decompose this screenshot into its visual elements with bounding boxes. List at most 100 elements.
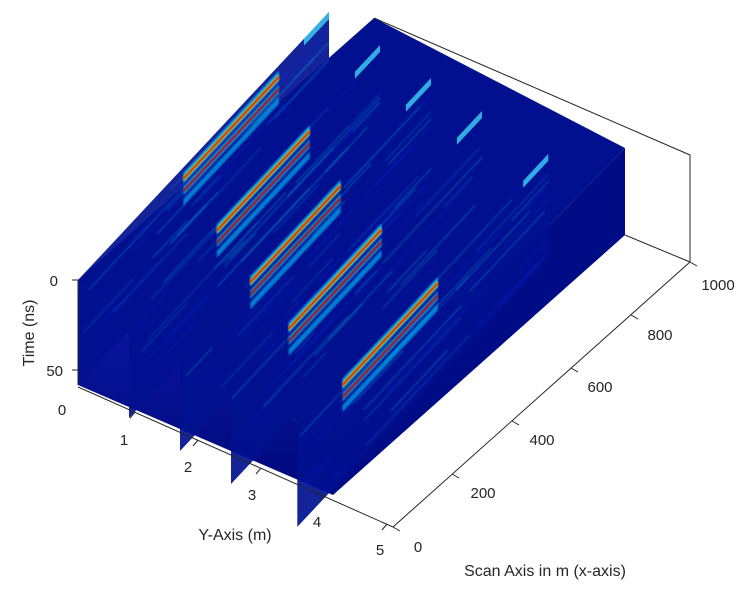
slice-2-streak-8: [344, 93, 431, 188]
slice-4-streak-14: [404, 305, 434, 337]
slice-1-streak-14: [224, 232, 256, 268]
z-tick-0: 0: [50, 273, 58, 290]
x-tick-600: 600: [587, 379, 612, 396]
slice-1-streak-10: [273, 183, 320, 234]
slice-2-streak-2: [220, 331, 274, 389]
y-tick-0: 0: [58, 402, 66, 419]
slice-0-streak-9: [152, 220, 188, 259]
slice-2-streak-12: [273, 298, 302, 330]
slice-4-streak-22: [297, 464, 348, 519]
slice-0-streak-13: [128, 175, 192, 244]
slice-3-streak-7: [400, 204, 476, 286]
slice-0-streak-8: [300, 32, 329, 64]
z-axis-label: Time (ns): [21, 300, 38, 367]
slice-3-edge-glow: [456, 111, 482, 145]
slice-0-reflection-2: [183, 75, 279, 181]
slice-1-streak-7: [148, 294, 208, 358]
slice-4-reflection-5: [342, 303, 438, 413]
slice-2-streak-18: [308, 233, 341, 269]
slice-4-reflection-2: [342, 281, 438, 387]
x-tick-0: 0: [414, 539, 422, 556]
slice-3-reflection-4: [288, 240, 382, 343]
slice-4-edge-glow: [523, 153, 549, 188]
slice-2-streak-10: [291, 257, 334, 304]
slice-3-streak-24: [303, 351, 327, 378]
y-axis: 0 1 2 3 4 5 Y-Axis (m): [58, 386, 394, 559]
x-axis: 0 200 400 600 800 1000 Scan Axis in m (x…: [392, 261, 735, 580]
slice-0-streak-15: [151, 232, 214, 300]
x-axis-label: Scan Axis in m (x-axis): [464, 563, 626, 580]
y-tick-5: 5: [376, 542, 384, 559]
slice-0-streak-12: [168, 146, 262, 247]
slice-0-streak-1: [192, 175, 220, 206]
slice-4-streak-16: [365, 333, 471, 447]
slice-2-streak-3: [308, 269, 337, 301]
slice-1-streak-20: [217, 188, 310, 287]
slice-1-streak-9: [295, 126, 349, 184]
slice-0-edge-glow: [303, 12, 329, 46]
slice-2-streak-20: [266, 286, 296, 318]
slice-3-streak-3: [341, 196, 405, 266]
y-tick-1: 1: [120, 432, 128, 449]
slice-0-streak-0: [204, 163, 236, 198]
slice-1-streak-4: [140, 302, 188, 354]
slice-4-streak-20: [364, 317, 461, 421]
slice-0-streak-16: [267, 58, 329, 126]
slice-0-streak-25: [257, 27, 329, 106]
slice-4-streak-12: [522, 190, 545, 215]
slice-1-streak-8: [222, 241, 244, 265]
slice-0-streak-23: [177, 203, 207, 236]
y-tick-2: 2: [184, 459, 192, 476]
slice-4-streak-25: [364, 305, 462, 411]
slice-2-edge-glow: [405, 78, 431, 112]
slice-plane-3: [231, 111, 482, 484]
slice-4-streak-8: [511, 180, 549, 221]
slice-3-streak-2: [380, 209, 448, 282]
slice-0-streak-24: [275, 60, 329, 119]
slice-3-streak-19: [328, 270, 393, 340]
x-tick-800: 800: [647, 327, 672, 344]
slice-2-streak-1: [385, 111, 431, 162]
slice-2-streak-16: [312, 200, 345, 237]
y-axis-label: Y-Axis (m): [198, 527, 271, 544]
slice-0-streak-11: [277, 38, 329, 95]
slice-0-streak-7: [202, 101, 287, 193]
slice-2-streak-5: [186, 347, 213, 377]
slice-2-streak-14: [259, 237, 311, 293]
slice-4-streak-21: [353, 350, 404, 405]
y-tick-4: 4: [313, 514, 321, 531]
slice-2-streak-25: [318, 204, 391, 282]
slice-2-streak-19: [347, 176, 419, 253]
x-tick-400: 400: [529, 432, 554, 449]
radargram-texture: [83, 12, 549, 519]
slice-3-streak-25: [355, 270, 377, 295]
slice-3-streak-5: [382, 156, 482, 264]
slice-1-streak-21: [229, 147, 334, 260]
slice-plane-1: [129, 45, 380, 418]
slice-3-streak-4: [253, 388, 282, 421]
slice-1-streak-15: [241, 147, 349, 262]
slice-0-streak-17: [131, 155, 223, 254]
slice-3-streak-21: [387, 249, 427, 293]
slice-2-streak-9: [243, 278, 297, 336]
slice-0-streak-4: [113, 232, 188, 313]
x-tick-1000: 1000: [701, 277, 734, 294]
z-axis: 0 50 Time (ns): [21, 273, 79, 385]
slice-2-reflection-2: [250, 184, 341, 284]
slice-2-streak-4: [236, 274, 296, 338]
slice-0-streak-20: [83, 277, 135, 333]
slice-3-streak-9: [314, 303, 364, 356]
slice-0-reflection-5: [183, 97, 279, 206]
slice-2-reflection-4: [250, 196, 341, 297]
slice-2-streak-23: [257, 306, 302, 355]
slice-4-streak-13: [425, 227, 504, 313]
slice-2-streak-7: [230, 274, 288, 337]
data-volume: [78, 12, 625, 527]
x-tick-200: 200: [470, 485, 495, 502]
slice-1-streak-12: [197, 236, 221, 263]
slice-1-streak-18: [352, 101, 380, 132]
slice-0-streak-5: [89, 171, 199, 290]
slice-3-streak-17: [382, 249, 437, 309]
slice-plane-2: [180, 78, 431, 451]
slice-4-streak-23: [519, 238, 549, 270]
